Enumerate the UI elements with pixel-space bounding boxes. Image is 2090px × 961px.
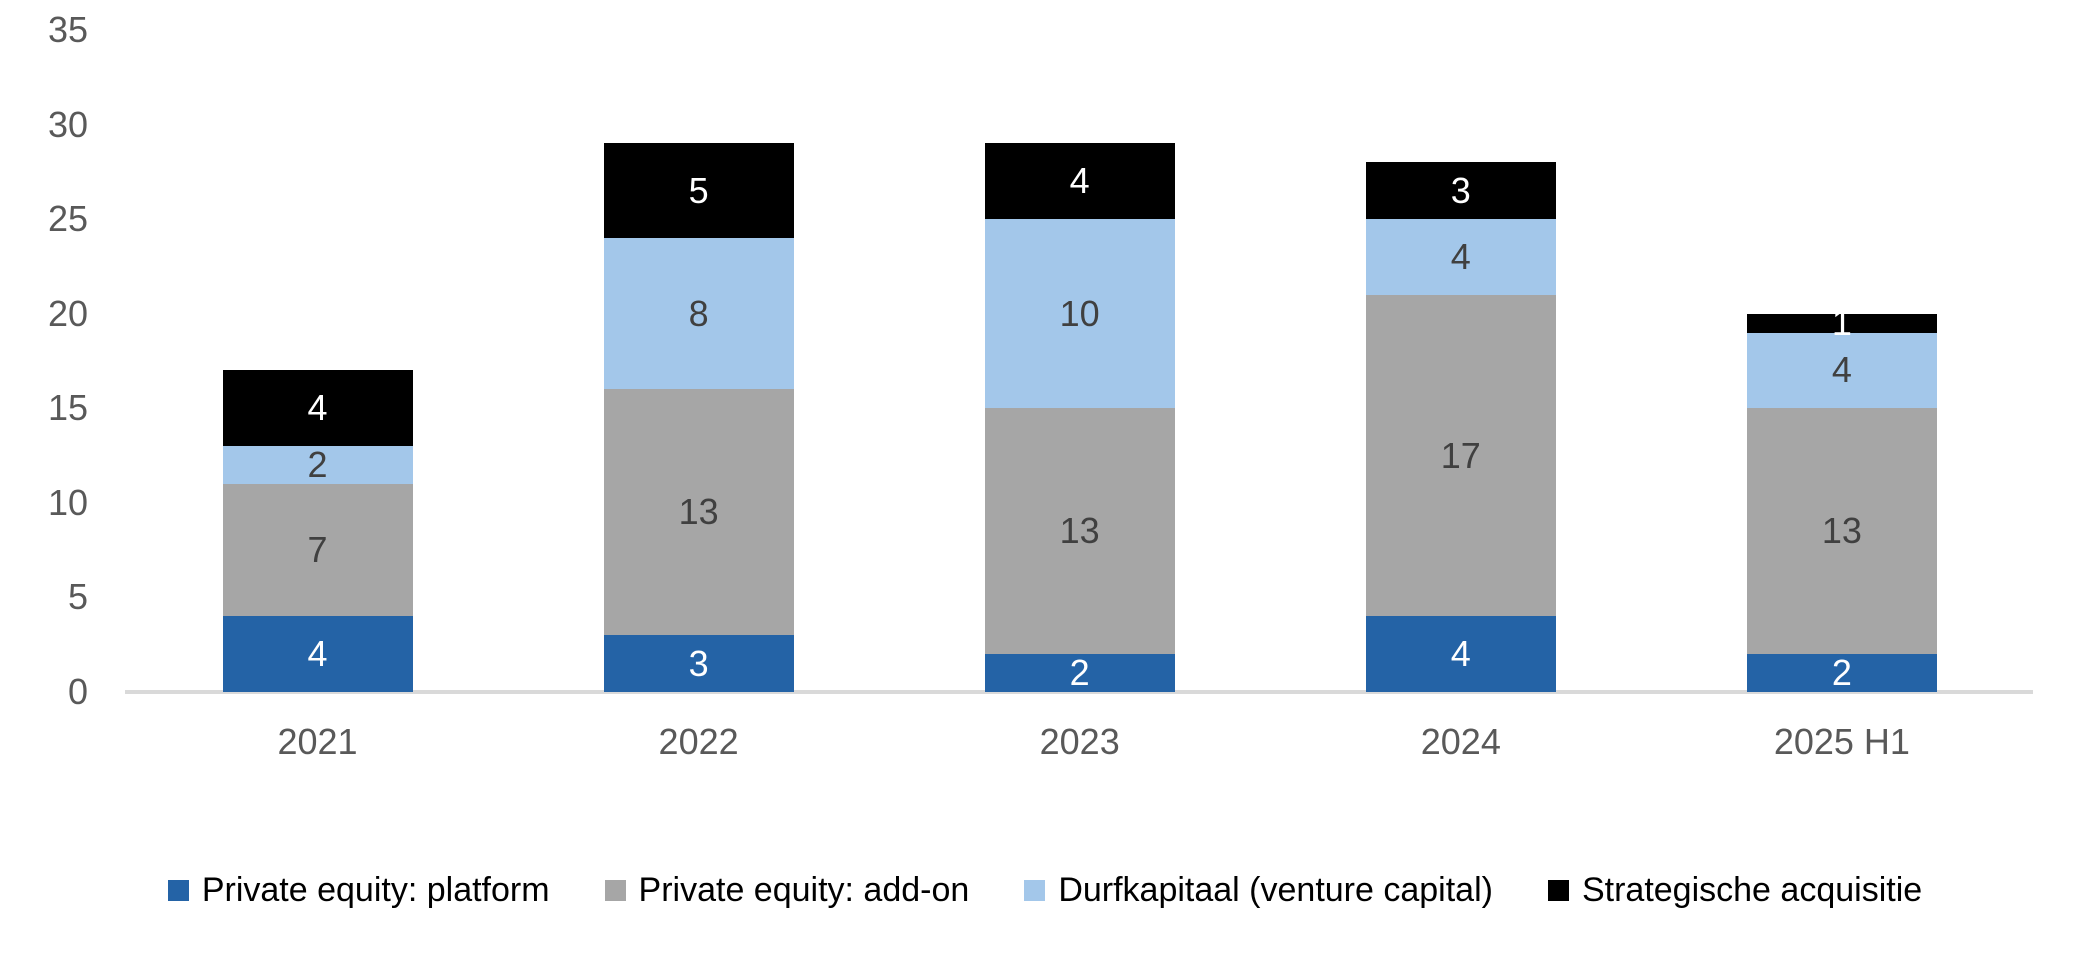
bar-data-label: 7	[307, 529, 328, 571]
bar-segment: 4	[1365, 219, 1556, 295]
legend-label: Private equity: add-on	[638, 871, 970, 909]
legend-item: Strategische acquisitie	[1547, 871, 1923, 909]
bar-segment: 8	[603, 238, 794, 390]
bar-segment: 5	[603, 143, 794, 239]
bar-segment: 4	[222, 370, 413, 447]
bar-data-label: 4	[307, 633, 328, 675]
bar-2023: 2 13 10 4	[984, 0, 1175, 694]
bar-data-label: 2	[307, 444, 328, 486]
bar-data-label: 5	[688, 169, 709, 211]
y-axis-tick-label: 15	[47, 387, 88, 429]
bar-data-label: 17	[1440, 434, 1481, 476]
bar-segment: 4	[1746, 332, 1937, 409]
x-axis-line	[125, 690, 2033, 694]
x-axis-category-label: 2023	[1039, 721, 1120, 762]
bar-data-label: 4	[1831, 349, 1852, 391]
bar-data-label: 4	[1069, 160, 1090, 202]
legend-label: Strategische acquisitie	[1581, 871, 1923, 909]
bar-segment: 7	[222, 483, 413, 617]
bar-data-label: 1	[1831, 302, 1852, 344]
bar-segment: 13	[984, 408, 1175, 655]
legend-swatch-icon	[1547, 879, 1569, 901]
bar-segment: 4	[984, 143, 1175, 220]
bar-data-label: 13	[1059, 510, 1100, 552]
bar-data-label: 13	[1821, 510, 1862, 552]
chart-legend: Private equity: platform Private equity: …	[0, 868, 2090, 912]
bar-data-label: 10	[1059, 292, 1100, 334]
bar-segment: 4	[222, 616, 413, 692]
bar-segment: 2	[222, 444, 413, 486]
y-axis-tick-label: 30	[47, 103, 88, 145]
x-axis-category-label: 2021	[277, 721, 358, 762]
bar-data-label: 2	[1069, 652, 1090, 694]
bar-segment: 13	[1746, 408, 1937, 655]
bar-segment: 2	[1746, 652, 1937, 694]
bar-segment: 10	[984, 219, 1175, 409]
bar-segment: 1	[1746, 305, 1937, 341]
legend-label: Private equity: platform	[201, 871, 550, 909]
bar-data-label: 4	[1450, 235, 1471, 277]
bar-data-label: 3	[1450, 169, 1471, 211]
x-axis-category-label: 2022	[658, 721, 739, 762]
bar-data-label: 8	[688, 292, 709, 334]
y-axis-tick-label: 35	[47, 9, 88, 50]
legend-item: Durfkapitaal (venture capital)	[1024, 871, 1493, 909]
bar-segment: 2	[984, 652, 1175, 694]
y-axis-tick-label: 10	[47, 481, 88, 523]
bar-2025-h1: 2 13 4 1	[1746, 0, 1937, 694]
bar-segment: 4	[1365, 616, 1556, 692]
bar-2021: 4 7 2 4	[222, 0, 413, 692]
y-axis-tick-label: 20	[47, 292, 88, 334]
bar-data-label: 4	[307, 387, 328, 429]
legend-label: Durfkapitaal (venture capital)	[1058, 871, 1493, 909]
bar-segment: 17	[1365, 294, 1556, 617]
bar-data-label: 2	[1831, 652, 1852, 694]
bar-segment: 13	[603, 389, 794, 636]
bar-2022: 3 13 8 5	[603, 0, 794, 692]
bar-data-label: 4	[1450, 633, 1471, 675]
bar-data-label: 13	[678, 491, 719, 533]
bar-segment: 3	[603, 635, 794, 692]
legend-item: Private equity: platform	[167, 871, 550, 909]
x-axis-category-label: 2025 H1	[1773, 721, 1910, 762]
legend-swatch-icon	[604, 879, 626, 901]
x-axis-category-label: 2024	[1420, 721, 1501, 762]
legend-item: Private equity: add-on	[604, 871, 970, 909]
y-axis-tick-label: 25	[47, 198, 88, 240]
y-axis-tick-label: 0	[67, 671, 88, 712]
legend-swatch-icon	[167, 879, 189, 901]
legend-swatch-icon	[1024, 879, 1046, 901]
bar-data-label: 3	[688, 642, 709, 684]
bar-segment: 3	[1365, 162, 1556, 220]
bar-2024: 4 17 4 3	[1365, 0, 1556, 692]
y-axis-tick-label: 5	[67, 576, 88, 618]
